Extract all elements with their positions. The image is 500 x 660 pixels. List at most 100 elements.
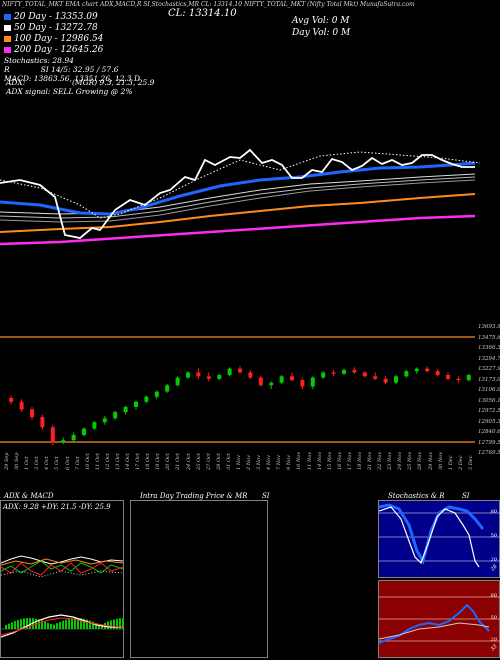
- legend-swatch: [4, 13, 11, 20]
- date-tick: 1 Nov: [235, 455, 242, 470]
- bear-candle: [362, 372, 367, 377]
- adx-panel-values: ADX: 9.28 +DY: 21.5 -DY: 25.9: [3, 503, 111, 511]
- ema50-band-c: [0, 179, 476, 223]
- date-tick: 14 Oct: [125, 453, 132, 470]
- legend-item-ema200: 200 Day - 12645.26: [4, 45, 103, 56]
- macd-histogram-bar: [80, 618, 82, 629]
- price-tick: 12905.30: [478, 418, 500, 425]
- date-tick: 29 Sep: [4, 452, 10, 470]
- macd-histogram: [5, 618, 124, 629]
- rsi-smooth-line: [379, 622, 490, 640]
- bull-candle: [102, 418, 107, 423]
- bear-candle: [290, 376, 294, 381]
- ema100-line: [0, 193, 476, 233]
- date-tick: 12 Oct: [104, 453, 111, 470]
- bear-candle: [258, 377, 263, 386]
- date-tick: 7 Nov: [276, 455, 283, 470]
- date-tick: 24 Oct: [185, 453, 192, 470]
- date-tick: 30 Nov: [437, 451, 444, 470]
- legend-item-ema20: 20 Day - 13353.09: [4, 12, 103, 23]
- bull-candle: [82, 428, 86, 436]
- date-tick: 29 Nov: [427, 451, 434, 470]
- date-tick: 22 Nov: [377, 451, 384, 470]
- date-tick: 3 Nov: [256, 455, 263, 470]
- macd-histogram-bar: [5, 625, 7, 629]
- bear-candle: [425, 368, 430, 372]
- date-tick: 10 Nov: [296, 451, 303, 470]
- macd-histogram-bar: [59, 621, 61, 629]
- ema50-band-b: [0, 176, 476, 219]
- date-tick: 24 Nov: [397, 451, 404, 470]
- macd-histogram-bar: [62, 620, 64, 629]
- macd-histogram-bar: [17, 619, 19, 629]
- price-tick: 13173.00: [478, 376, 500, 383]
- macd-histogram-bar: [95, 623, 97, 629]
- macd-histogram-bar: [89, 620, 91, 629]
- mr-readout: (MGR) 9.3, 21.3, 25.9: [72, 78, 155, 87]
- date-tick: 11 Nov: [306, 451, 313, 470]
- price-tick: 12799.55: [478, 439, 500, 446]
- macd-histogram-bar: [98, 624, 100, 629]
- date-tick: 9 Nov: [286, 455, 293, 470]
- macd-signal-line: [1, 617, 124, 636]
- macd-histogram-bar: [53, 624, 55, 629]
- adx-panel-svg: [1, 555, 125, 638]
- date-tick: 23 Nov: [387, 451, 394, 470]
- date-tick: 4 Nov: [266, 455, 273, 470]
- price-tick: 13366.36: [478, 345, 500, 351]
- price-tick: 13056.10: [478, 397, 500, 404]
- bull-candle: [404, 371, 409, 377]
- rsi-readout: R SI 14/5: 32.95 / 57.6: [4, 65, 119, 74]
- bear-candle: [373, 376, 378, 379]
- ema-dotted-line: [0, 151, 481, 219]
- date-tick: 2 Dec: [457, 455, 464, 470]
- date-tick: 17 Oct: [135, 453, 142, 470]
- price-axis: 13693.95 13475.65 13366.36 13294.75 1322…: [478, 322, 500, 459]
- date-tick: 5 Oct: [54, 456, 61, 470]
- macd-histogram-bar: [14, 621, 16, 629]
- bull-candle: [144, 396, 149, 402]
- macd-histogram-bar: [56, 623, 58, 629]
- price-tick: 13693.95: [478, 324, 500, 330]
- price-tick: 13294.75: [478, 355, 500, 362]
- date-tick: 31 Oct: [225, 453, 232, 470]
- date-tick: 20 Oct: [165, 453, 172, 470]
- rsi-tick-20: 20: [490, 637, 497, 643]
- bull-candle: [92, 422, 97, 429]
- bull-candle: [134, 401, 138, 407]
- date-axis: 29 Sep 30 Sep 1 Oct 3 Oct 4 Oct 5 Oct 6 Oct 7 O…: [0, 446, 478, 486]
- date-tick: 27 Oct: [205, 453, 212, 470]
- date-tick: 19 Oct: [155, 453, 162, 470]
- bear-candle: [40, 417, 45, 428]
- macd-histogram-bar: [77, 618, 79, 629]
- price-tick: 12840.65: [478, 429, 500, 435]
- bull-candle: [123, 406, 128, 413]
- close-price-label: CL: 13314.10: [168, 8, 237, 19]
- date-tick: 4 Oct: [44, 456, 51, 470]
- date-tick: 6 Oct: [64, 456, 71, 470]
- bear-candle: [19, 401, 24, 410]
- price-tick: 13227.95: [478, 366, 500, 372]
- date-tick: 25 Nov: [407, 451, 414, 470]
- macd-histogram-bar: [113, 619, 115, 629]
- stoch-tick-50: 50: [490, 533, 497, 539]
- stoch-tick-20: 20: [490, 557, 497, 563]
- legend-item-ema50: 50 Day - 13272.78: [4, 23, 103, 34]
- macd-histogram-bar: [23, 618, 25, 629]
- day-volume-label: Day Vol: 0 M: [292, 28, 351, 38]
- bear-candle: [446, 375, 450, 379]
- avg-volume-label: Avg Vol: 0 M: [292, 16, 350, 26]
- bull-candle: [269, 382, 274, 386]
- price-tick: 13475.65: [478, 334, 500, 341]
- bull-candle: [227, 368, 232, 376]
- macd-histogram-bar: [47, 622, 49, 629]
- macd-histogram-bar: [38, 619, 40, 629]
- date-tick: 30 Sep: [14, 452, 21, 470]
- bear-candle: [206, 376, 211, 379]
- date-tick: 13 Oct: [114, 453, 121, 470]
- macd-histogram-bar: [74, 618, 76, 629]
- date-tick: 10 Oct: [84, 453, 91, 470]
- bull-candle: [466, 375, 471, 381]
